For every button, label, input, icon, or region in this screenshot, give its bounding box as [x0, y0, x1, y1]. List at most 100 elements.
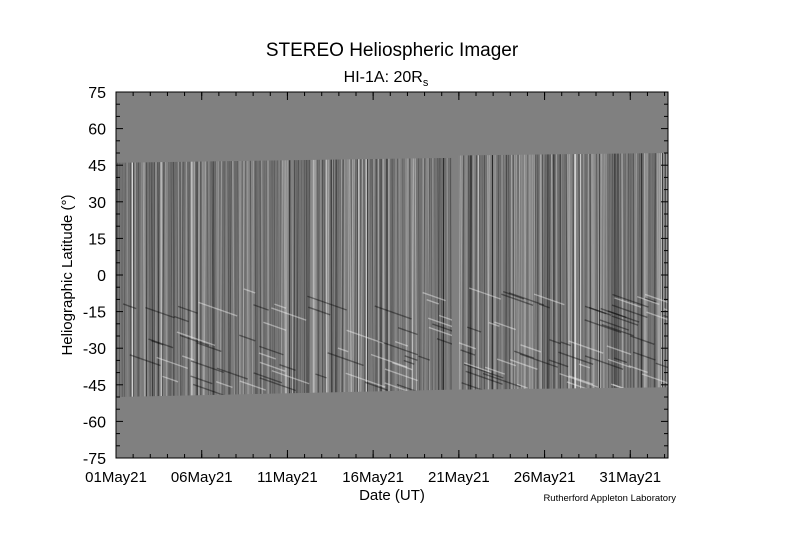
diagonal-streak [438, 314, 452, 327]
texture-streak [382, 157, 385, 397]
diagonal-streak [458, 342, 477, 350]
texture-streak [515, 153, 518, 390]
texture-streak [656, 153, 659, 390]
texture-streak [507, 153, 511, 390]
texture-streak [464, 153, 467, 390]
texture-streak [126, 157, 129, 397]
y-tick-label: 75 [88, 85, 106, 102]
texture-streak [653, 153, 656, 390]
texture-streak [634, 153, 637, 390]
texture-streak [636, 153, 639, 390]
diagonal-streak [190, 375, 213, 385]
texture-streak [526, 153, 529, 390]
diagonal-streak [422, 291, 446, 302]
texture-streak [238, 157, 241, 397]
texture-streak [206, 157, 210, 397]
texture-streak [485, 153, 488, 390]
texture-streak [229, 157, 232, 397]
diagonal-streak [569, 375, 594, 385]
texture-streak [610, 153, 613, 390]
texture-streak [635, 153, 637, 390]
texture-streak [567, 153, 570, 390]
diagonal-streak [630, 335, 655, 345]
texture-streak [201, 157, 204, 397]
texture-streak [462, 153, 465, 390]
texture-streak [460, 153, 463, 390]
texture-streak [440, 157, 443, 397]
diagonal-streak [364, 381, 389, 391]
diagonal-streak [600, 307, 640, 323]
texture-streak [176, 157, 179, 397]
diagonal-streak [162, 375, 179, 383]
diagonal-streak [181, 355, 195, 361]
diagonal-streak [636, 295, 660, 306]
texture-streak [584, 153, 586, 390]
texture-streak [203, 157, 207, 397]
texture-streak [170, 157, 173, 397]
diagonal-streak [584, 319, 622, 334]
texture-streak [265, 157, 267, 397]
diagonal-streak [258, 352, 276, 360]
texture-streak [350, 157, 354, 397]
texture-streak [140, 157, 143, 397]
diagonal-streak [426, 299, 440, 305]
texture-streak [216, 157, 219, 397]
texture-streak [551, 153, 554, 390]
texture-streak [181, 157, 184, 397]
texture-streak [565, 153, 568, 390]
texture-streak [225, 157, 228, 397]
texture-streak [157, 157, 160, 397]
texture-streak [427, 157, 430, 397]
texture-streak [645, 153, 649, 390]
texture-streak [237, 157, 240, 397]
diagonal-streak [496, 358, 517, 367]
diagonal-streak [427, 317, 452, 330]
diagonal-streak [259, 345, 284, 356]
diagonal-streak [663, 308, 668, 318]
texture-streak [605, 153, 608, 390]
diagonal-streak [607, 358, 632, 369]
texture-streak [641, 153, 644, 390]
diagonal-streak [460, 349, 476, 356]
texture-streak [157, 157, 160, 397]
texture-streak [349, 157, 352, 397]
texture-streak [536, 153, 540, 390]
texture-streak [615, 153, 618, 390]
texture-streak [475, 153, 477, 390]
diagonal-streak [397, 327, 418, 336]
texture-streak [499, 153, 502, 390]
diagonal-streak [513, 350, 535, 359]
diagonal-streak [549, 339, 561, 345]
texture-streak [211, 157, 214, 397]
x-tick-label: 16May21 [342, 469, 404, 486]
texture-streak [283, 157, 286, 397]
x-tick-label: 26May21 [514, 469, 576, 486]
texture-streak [336, 157, 339, 397]
segment-fill [458, 153, 668, 390]
texture-streak [339, 157, 342, 397]
texture-streak [317, 157, 320, 397]
texture-streak [227, 157, 230, 397]
diagonal-streak [173, 315, 189, 323]
diagonal-streak [374, 305, 412, 320]
diagonal-streak [558, 351, 594, 365]
texture-streak [187, 157, 190, 397]
texture-streak [308, 157, 311, 397]
texture-streak [548, 153, 551, 390]
texture-streak [400, 157, 403, 397]
texture-streak [256, 157, 259, 397]
x-axis: 01May21 06May21 11May21 16May21 21May21 26May… [85, 92, 666, 486]
texture-streak [612, 153, 615, 390]
diagonal-streak [559, 372, 599, 388]
diagonal-streak [176, 331, 216, 347]
diagonal-streak [315, 373, 327, 379]
texture-streak [584, 153, 588, 390]
texture-streak [605, 153, 609, 390]
texture-streak [116, 157, 119, 397]
diagonal-streak [601, 323, 634, 337]
texture-streak [213, 157, 216, 397]
texture-streak [326, 157, 329, 397]
texture-streak [315, 157, 318, 397]
texture-streak [487, 153, 490, 390]
texture-streak [583, 153, 585, 390]
